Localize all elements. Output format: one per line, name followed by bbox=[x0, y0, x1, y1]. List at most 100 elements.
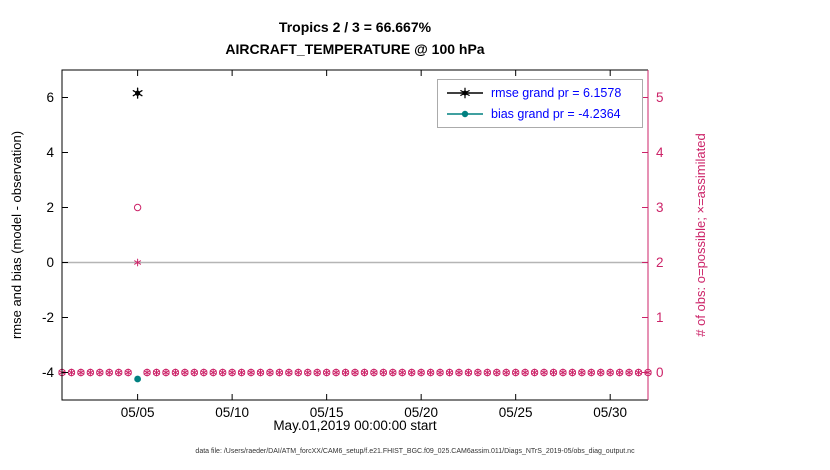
asterisk-marker bbox=[550, 368, 557, 377]
rmse-legend-marker-icon bbox=[447, 87, 483, 99]
asterisk-marker bbox=[162, 368, 170, 377]
asterisk-marker bbox=[616, 368, 624, 377]
asterisk-marker bbox=[578, 368, 586, 377]
asterisk-marker bbox=[540, 368, 548, 377]
asterisk-marker bbox=[379, 368, 387, 377]
legend-entry-bias: bias grand pr = -4.2364 bbox=[446, 107, 642, 121]
y-tick-label-right: 0 bbox=[656, 365, 664, 380]
asterisk-marker bbox=[304, 368, 312, 377]
asterisk-marker bbox=[427, 368, 435, 377]
rmse-point bbox=[132, 87, 143, 99]
asterisk-marker bbox=[389, 368, 397, 377]
asterisk-marker bbox=[247, 368, 255, 377]
asterisk-marker bbox=[209, 368, 217, 377]
axes-box bbox=[61, 69, 648, 401]
asterisk-marker bbox=[96, 368, 104, 377]
asterisk-marker bbox=[625, 368, 633, 377]
asterisk-marker bbox=[190, 368, 198, 377]
asterisk-marker bbox=[568, 368, 576, 377]
x-tick-label: 05/15 bbox=[310, 405, 344, 420]
asterisk-marker bbox=[134, 258, 142, 267]
y-tick-label-left: 4 bbox=[46, 145, 54, 160]
bias-point bbox=[134, 375, 142, 383]
asterisk-marker bbox=[257, 368, 264, 377]
y-tick-label-left: 0 bbox=[46, 255, 54, 270]
title-block: Tropics 2 / 3 = 66.667% AIRCRAFT_TEMPERA… bbox=[62, 16, 648, 60]
y-tick-label-left: 6 bbox=[46, 90, 54, 105]
asterisk-marker bbox=[436, 368, 444, 377]
asterisk-marker bbox=[275, 368, 283, 377]
x-tick-label: 05/30 bbox=[593, 405, 627, 420]
asterisk-marker bbox=[105, 368, 113, 377]
asterisk-marker bbox=[294, 368, 302, 377]
asterisk-marker bbox=[493, 368, 501, 377]
asterisk-marker bbox=[531, 368, 539, 377]
asterisk-marker bbox=[474, 368, 482, 377]
asterisk-marker bbox=[143, 368, 151, 377]
asterisk-marker bbox=[115, 368, 123, 377]
obs-count-markers bbox=[58, 203, 652, 377]
y-tick-label-right: 5 bbox=[656, 90, 664, 105]
asterisk-marker bbox=[219, 368, 227, 377]
asterisk-marker bbox=[460, 87, 470, 99]
y-tick-label-right: 4 bbox=[656, 145, 664, 160]
asterisk-marker bbox=[455, 368, 463, 377]
asterisk-marker bbox=[559, 368, 567, 377]
asterisk-marker bbox=[597, 368, 605, 377]
asterisk-marker bbox=[77, 368, 85, 377]
y-tick-label-right: 1 bbox=[656, 310, 664, 325]
asterisk-marker bbox=[502, 368, 510, 377]
y-ticks-left: -4 -2 0 2 4 6 bbox=[42, 90, 68, 380]
asterisk-marker bbox=[68, 368, 75, 377]
y-tick-label-right: 2 bbox=[656, 255, 664, 270]
asterisk-marker bbox=[521, 368, 529, 377]
asterisk-marker bbox=[171, 368, 179, 377]
x-axis-label: May.01,2019 00:00:00 start bbox=[273, 418, 437, 433]
asterisk-marker bbox=[635, 368, 642, 377]
asterisk-marker bbox=[361, 368, 368, 377]
x-ticks: 05/05 05/10 05/15 05/20 05/25 05/30 bbox=[121, 70, 627, 420]
asterisk-marker bbox=[351, 368, 359, 377]
asterisk-marker bbox=[266, 368, 274, 377]
x-tick-label: 05/10 bbox=[215, 405, 249, 420]
legend-label-bias: bias grand pr = -4.2364 bbox=[491, 106, 621, 121]
asterisk-marker bbox=[228, 368, 236, 377]
asterisk-marker bbox=[370, 368, 378, 377]
asterisk-marker bbox=[408, 368, 416, 377]
y-tick-label-left: -4 bbox=[42, 365, 54, 380]
asterisk-marker bbox=[200, 368, 208, 377]
legend-label-rmse: rmse grand pr = 6.1578 bbox=[491, 86, 622, 101]
x-tick-label: 05/20 bbox=[404, 405, 438, 420]
chart-subtitle: AIRCRAFT_TEMPERATURE @ 100 hPa bbox=[225, 41, 485, 57]
chart-title: Tropics 2 / 3 = 66.667% bbox=[278, 19, 432, 35]
asterisk-marker bbox=[285, 368, 293, 377]
asterisk-marker bbox=[332, 368, 340, 377]
y-axis-label-right: # of obs: o=possible; ×=assimilated bbox=[693, 133, 708, 337]
asterisk-marker bbox=[124, 368, 132, 377]
data-file-path: data file: /Users/raeder/DAI/ATM_forcXX/… bbox=[195, 448, 635, 455]
asterisk-marker bbox=[483, 368, 491, 377]
y-ticks-right: 0 1 2 3 4 5 bbox=[642, 90, 664, 380]
asterisk-marker bbox=[181, 368, 189, 377]
asterisk-marker bbox=[417, 368, 425, 377]
y-tick-label-left: -2 bbox=[42, 310, 54, 325]
asterisk-marker bbox=[398, 368, 406, 377]
bias-legend-marker-icon bbox=[447, 110, 483, 117]
x-tick-label: 05/25 bbox=[499, 405, 533, 420]
y-tick-label-right: 3 bbox=[656, 200, 664, 215]
asterisk-marker bbox=[153, 368, 160, 377]
legend-entry-rmse: rmse grand pr = 6.1578 bbox=[446, 86, 642, 100]
asterisk-marker bbox=[587, 368, 595, 377]
y-axis-label-left: rmse and bias (model - observation) bbox=[9, 130, 24, 340]
asterisk-marker bbox=[464, 368, 472, 377]
asterisk-marker bbox=[86, 368, 94, 377]
asterisk-marker bbox=[512, 368, 520, 377]
asterisk-marker bbox=[606, 368, 614, 377]
legend: rmse grand pr = 6.1578 bias grand pr = -… bbox=[437, 79, 643, 128]
asterisk-marker bbox=[446, 368, 453, 377]
asterisk-marker bbox=[313, 368, 321, 377]
asterisk-marker bbox=[238, 368, 246, 377]
asterisk-marker bbox=[132, 87, 143, 99]
